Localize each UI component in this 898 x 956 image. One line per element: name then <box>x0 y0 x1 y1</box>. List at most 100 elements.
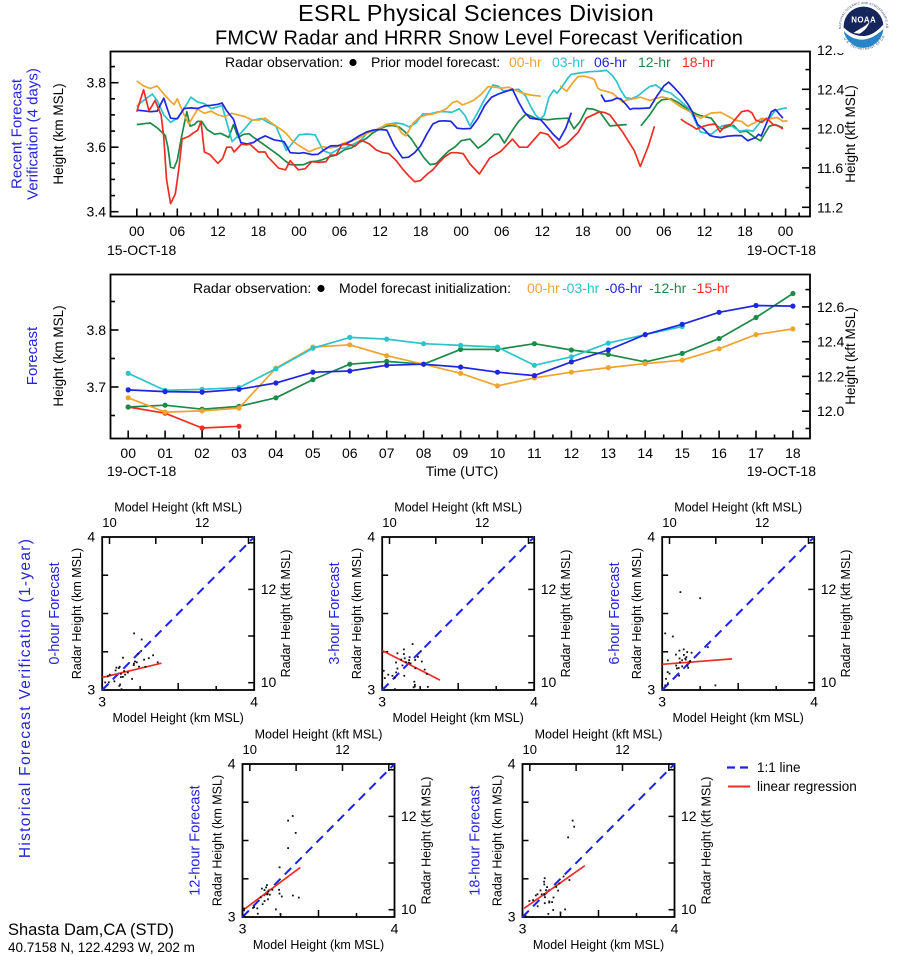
svg-text:1:1 line: 1:1 line <box>757 760 801 775</box>
svg-text:12.0: 12.0 <box>817 403 844 419</box>
svg-text:11.6: 11.6 <box>817 160 843 176</box>
svg-text:00-hr: 00-hr <box>527 280 560 296</box>
svg-text:Height (kft MSL): Height (kft MSL) <box>843 85 858 183</box>
svg-text:Height (km MSL): Height (km MSL) <box>51 305 66 406</box>
svg-text:4: 4 <box>810 694 818 710</box>
svg-text:Radar observation:: Radar observation: <box>193 280 311 296</box>
svg-text:00: 00 <box>129 223 145 239</box>
svg-text:ESRL Physical Sciences Divisio: ESRL Physical Sciences Division <box>298 0 654 26</box>
svg-text:4: 4 <box>647 529 655 545</box>
svg-text:12: 12 <box>541 581 557 597</box>
svg-text:12: 12 <box>261 581 277 597</box>
svg-text:14: 14 <box>637 445 653 461</box>
svg-text:Time (UTC): Time (UTC) <box>426 463 499 479</box>
svg-text:19-OCT-18: 19-OCT-18 <box>747 242 816 258</box>
svg-text:08: 08 <box>416 445 432 461</box>
svg-text:3.8: 3.8 <box>87 75 107 91</box>
svg-text:12: 12 <box>401 808 417 824</box>
svg-text:00: 00 <box>120 445 136 461</box>
svg-text:10: 10 <box>382 515 396 530</box>
svg-text:3-hour Forecast: 3-hour Forecast <box>327 562 343 664</box>
svg-text:07: 07 <box>379 445 395 461</box>
svg-text:linear regression: linear regression <box>757 779 857 794</box>
svg-text:10: 10 <box>243 742 257 757</box>
svg-text:Radar Height (km MSL): Radar Height (km MSL) <box>491 775 505 906</box>
svg-text:06: 06 <box>494 223 510 239</box>
svg-text:17: 17 <box>748 445 764 461</box>
svg-text:10: 10 <box>662 515 676 530</box>
svg-text:18: 18 <box>785 445 801 461</box>
svg-text:Radar Height (km MSL): Radar Height (km MSL) <box>211 775 225 906</box>
svg-text:19-OCT-18: 19-OCT-18 <box>747 463 816 479</box>
svg-text:Model Height (kft MSL): Model Height (kft MSL) <box>674 501 802 515</box>
svg-text:-03-hr: -03-hr <box>562 280 600 296</box>
svg-text:3: 3 <box>378 694 386 710</box>
svg-text:12.6: 12.6 <box>817 299 844 315</box>
svg-text:3: 3 <box>98 694 106 710</box>
svg-text:12: 12 <box>195 515 209 530</box>
svg-text:06-hr: 06-hr <box>594 54 627 70</box>
svg-text:3.4: 3.4 <box>87 204 107 220</box>
svg-text:12.4: 12.4 <box>817 81 844 97</box>
svg-text:0-hour Forecast: 0-hour Forecast <box>47 562 63 664</box>
svg-text:4: 4 <box>250 694 258 710</box>
svg-text:12: 12 <box>821 581 837 597</box>
svg-text:40.7158 N, 122.4293 W, 202 m: 40.7158 N, 122.4293 W, 202 m <box>8 940 195 955</box>
svg-text:11.2: 11.2 <box>817 199 843 215</box>
svg-text:Radar Height (km MSL): Radar Height (km MSL) <box>630 548 644 679</box>
svg-text:3.6: 3.6 <box>87 139 107 155</box>
svg-text:Recent Forecast: Recent Forecast <box>9 78 26 189</box>
svg-text:06: 06 <box>332 223 348 239</box>
svg-text:06: 06 <box>342 445 358 461</box>
svg-text:4: 4 <box>228 756 236 772</box>
svg-text:09: 09 <box>453 445 469 461</box>
svg-text:12: 12 <box>755 515 769 530</box>
svg-text:10: 10 <box>490 445 506 461</box>
svg-text:18-hr: 18-hr <box>682 54 715 70</box>
svg-text:18: 18 <box>251 223 267 239</box>
svg-text:3: 3 <box>519 921 527 937</box>
svg-text:16: 16 <box>711 445 727 461</box>
svg-text:12.2: 12.2 <box>817 368 844 384</box>
svg-text:Model Height (km MSL): Model Height (km MSL) <box>393 711 524 725</box>
svg-text:06: 06 <box>656 223 672 239</box>
svg-text:Height (kft MSL): Height (kft MSL) <box>843 307 858 405</box>
svg-text:06: 06 <box>170 223 186 239</box>
svg-text:Radar Height (kft MSL): Radar Height (kft MSL) <box>420 777 434 905</box>
svg-text:4: 4 <box>508 756 516 772</box>
svg-text:00: 00 <box>616 223 632 239</box>
svg-text:Radar Height (km MSL): Radar Height (km MSL) <box>70 548 84 679</box>
svg-text:12: 12 <box>681 808 697 824</box>
svg-text:12: 12 <box>475 515 489 530</box>
svg-text:3.7: 3.7 <box>87 379 107 395</box>
svg-text:12: 12 <box>564 445 580 461</box>
svg-text:-15-hr: -15-hr <box>692 280 730 296</box>
svg-text:Historical Forecast Verificati: Historical Forecast Verification (1-year… <box>17 538 34 858</box>
svg-text:Radar Height (kft MSL): Radar Height (kft MSL) <box>279 550 293 678</box>
svg-text:Model Height (km MSL): Model Height (km MSL) <box>673 711 804 725</box>
svg-text:12: 12 <box>615 742 629 757</box>
svg-text:10: 10 <box>681 901 697 917</box>
svg-text:Model forecast initialization:: Model forecast initialization: <box>339 280 511 296</box>
svg-text:NOAA: NOAA <box>851 15 876 24</box>
svg-text:12: 12 <box>335 742 349 757</box>
svg-text:Radar observation:: Radar observation: <box>225 54 343 70</box>
svg-text:Model Height (km MSL): Model Height (km MSL) <box>533 938 664 952</box>
svg-text:Model Height (km MSL): Model Height (km MSL) <box>253 938 384 952</box>
svg-text:18-hour Forecast: 18-hour Forecast <box>468 785 484 895</box>
svg-text:4: 4 <box>391 921 399 937</box>
svg-text:3: 3 <box>239 921 247 937</box>
svg-text:15: 15 <box>674 445 690 461</box>
svg-text:Radar Height (kft MSL): Radar Height (kft MSL) <box>559 550 573 678</box>
svg-text:4: 4 <box>367 529 375 545</box>
svg-text:3: 3 <box>367 682 375 698</box>
svg-text:04: 04 <box>268 445 284 461</box>
svg-text:Radar Height (kft MSL): Radar Height (kft MSL) <box>700 777 714 905</box>
svg-text:12: 12 <box>372 223 388 239</box>
svg-text:Model Height (kft MSL): Model Height (kft MSL) <box>255 728 383 742</box>
svg-text:11: 11 <box>527 445 542 461</box>
svg-text:10: 10 <box>523 742 537 757</box>
svg-text:00: 00 <box>778 223 794 239</box>
svg-text:6-hour Forecast: 6-hour Forecast <box>607 562 623 664</box>
svg-text:12: 12 <box>697 223 713 239</box>
